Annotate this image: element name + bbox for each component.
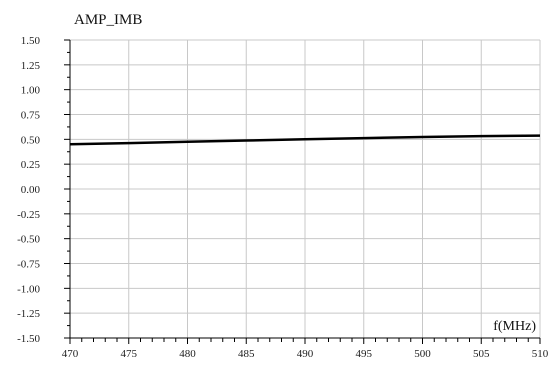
x-tick-label: 490	[297, 348, 314, 360]
y-tick-label: -0.75	[17, 259, 40, 271]
y-tick-label: 0.50	[21, 134, 41, 146]
grid	[69, 39, 541, 339]
x-tick-label: 485	[238, 348, 255, 360]
y-tick-label: 0.75	[21, 110, 41, 122]
y-tick-label: -1.00	[17, 283, 40, 295]
y-tick-label: 0.25	[21, 159, 41, 171]
y-tick-label: 1.00	[21, 85, 41, 97]
chart-title: AMP_IMB	[74, 12, 142, 28]
tick-labels: 1.50 1.25 1.00 0.75 0.50 0.25 0.00 -0.25 -0.50 -0…	[17, 35, 549, 360]
x-tick-label: 505	[473, 348, 490, 360]
x-axis-label: f(MHz)	[493, 319, 536, 334]
y-tick-label: -0.50	[17, 234, 40, 246]
y-tick-label: -0.25	[17, 209, 40, 221]
x-tick-label: 475	[121, 348, 138, 360]
series-layer	[69, 134, 541, 146]
y-tick-label: 1.50	[21, 35, 41, 47]
y-tick-label: -1.25	[17, 308, 40, 320]
x-tick-label: 470	[62, 348, 79, 360]
x-tick-label: 500	[414, 348, 431, 360]
x-tick-label: 510	[532, 348, 549, 360]
y-tick-label: 1.25	[21, 60, 41, 72]
x-tick-label: 495	[356, 348, 373, 360]
axes	[64, 39, 541, 344]
y-tick-label: -1.50	[17, 333, 40, 345]
y-tick-label: 0.00	[21, 184, 41, 196]
series-line	[69, 134, 541, 146]
x-tick-label: 480	[179, 348, 196, 360]
